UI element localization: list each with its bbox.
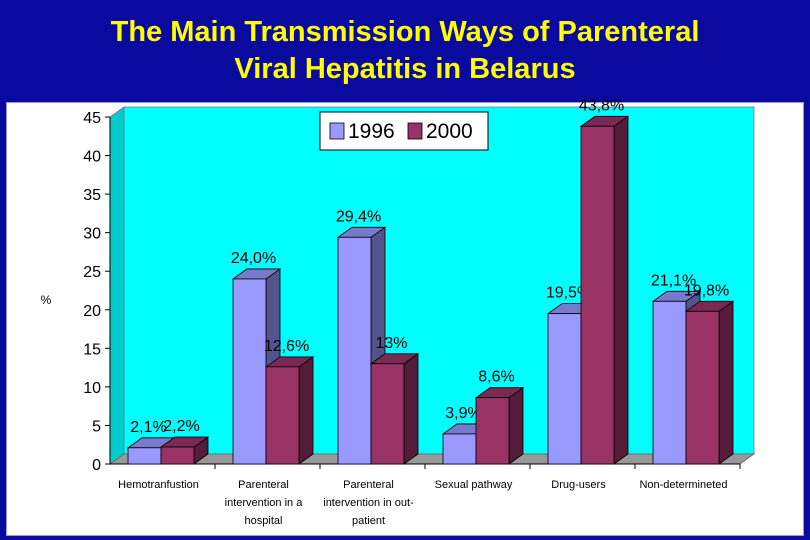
- y-tick-label: 5: [92, 418, 101, 435]
- slide-title-line-2: Viral Hepatitis in Belarus: [234, 53, 576, 85]
- category-label: Parenteral: [343, 479, 394, 491]
- bar-front: [232, 278, 267, 465]
- legend: 1996 2000: [319, 111, 489, 151]
- bar-2000-5: [579, 115, 630, 465]
- bar-front: [475, 397, 510, 465]
- data-label: 3,9%: [445, 405, 481, 422]
- data-label: 12,6%: [264, 338, 309, 355]
- y-tick-label: 25: [83, 264, 101, 281]
- category-label: hospital: [245, 515, 283, 527]
- y-axis-label: %: [41, 293, 52, 307]
- data-label: 19,5%: [546, 285, 591, 302]
- bar-front: [547, 313, 582, 465]
- y-tick-label: 20: [83, 303, 101, 320]
- data-label: 8,6%: [478, 369, 514, 386]
- y-tick-label: 40: [83, 149, 101, 166]
- bar-front: [685, 310, 720, 465]
- category-label: Sexual pathway: [435, 479, 513, 491]
- bar-side: [403, 352, 419, 465]
- data-label: 21,1%: [651, 272, 696, 289]
- legend-box: [319, 111, 489, 151]
- bar-side: [508, 386, 524, 465]
- legend-label-1996: 1996: [348, 120, 395, 143]
- slide-title: The Main Transmission Ways of Parenteral…: [0, 14, 810, 88]
- y-tick-label: 15: [83, 341, 101, 358]
- bar-2000-3: [369, 352, 420, 465]
- bar-front: [337, 236, 372, 465]
- y-tick-label: 0: [92, 457, 101, 474]
- bar-2000-1: [159, 436, 210, 465]
- category-label: Drug-users: [551, 479, 606, 491]
- side-wall: [109, 106, 125, 465]
- category-label: Hemotranfustion: [118, 479, 199, 491]
- category-label: intervention in a: [225, 497, 304, 509]
- y-tick-label: 10: [83, 380, 101, 397]
- data-label: 43,8%: [579, 97, 624, 114]
- slide-title-line-1: The Main Transmission Ways of Parenteral: [110, 16, 700, 48]
- data-label: 13%: [375, 335, 407, 352]
- bar-front: [370, 363, 405, 465]
- category-label: Non-determineted: [639, 479, 727, 491]
- y-tick-label: 30: [83, 226, 101, 243]
- data-label: 2,2%: [163, 418, 199, 435]
- bar-front: [160, 446, 195, 465]
- category-label: intervention in out-: [323, 497, 414, 509]
- bar-front: [580, 125, 615, 465]
- bar-front: [265, 366, 300, 465]
- y-tick-label: 45: [83, 110, 101, 127]
- bar-2000-6: [684, 300, 735, 465]
- data-label: 24,0%: [231, 250, 276, 267]
- data-label: 2,1%: [130, 419, 166, 436]
- data-label: 29,4%: [336, 208, 381, 225]
- category-label: patient: [352, 515, 385, 527]
- bar-2000-2: [264, 356, 315, 465]
- bar-front: [442, 433, 477, 465]
- legend-swatch-1996: [329, 122, 345, 140]
- bar-side: [718, 300, 734, 465]
- bar-side: [613, 115, 629, 465]
- legend-label-2000: 2000: [426, 120, 473, 143]
- bar-front: [127, 447, 162, 465]
- data-label: 19,8%: [684, 282, 729, 299]
- y-tick-label: 35: [83, 187, 101, 204]
- legend-swatch-2000: [407, 122, 423, 140]
- bar-2000-4: [474, 386, 525, 465]
- category-label: Parenteral: [238, 479, 289, 491]
- bar-front: [652, 300, 687, 465]
- bar-side: [298, 356, 314, 465]
